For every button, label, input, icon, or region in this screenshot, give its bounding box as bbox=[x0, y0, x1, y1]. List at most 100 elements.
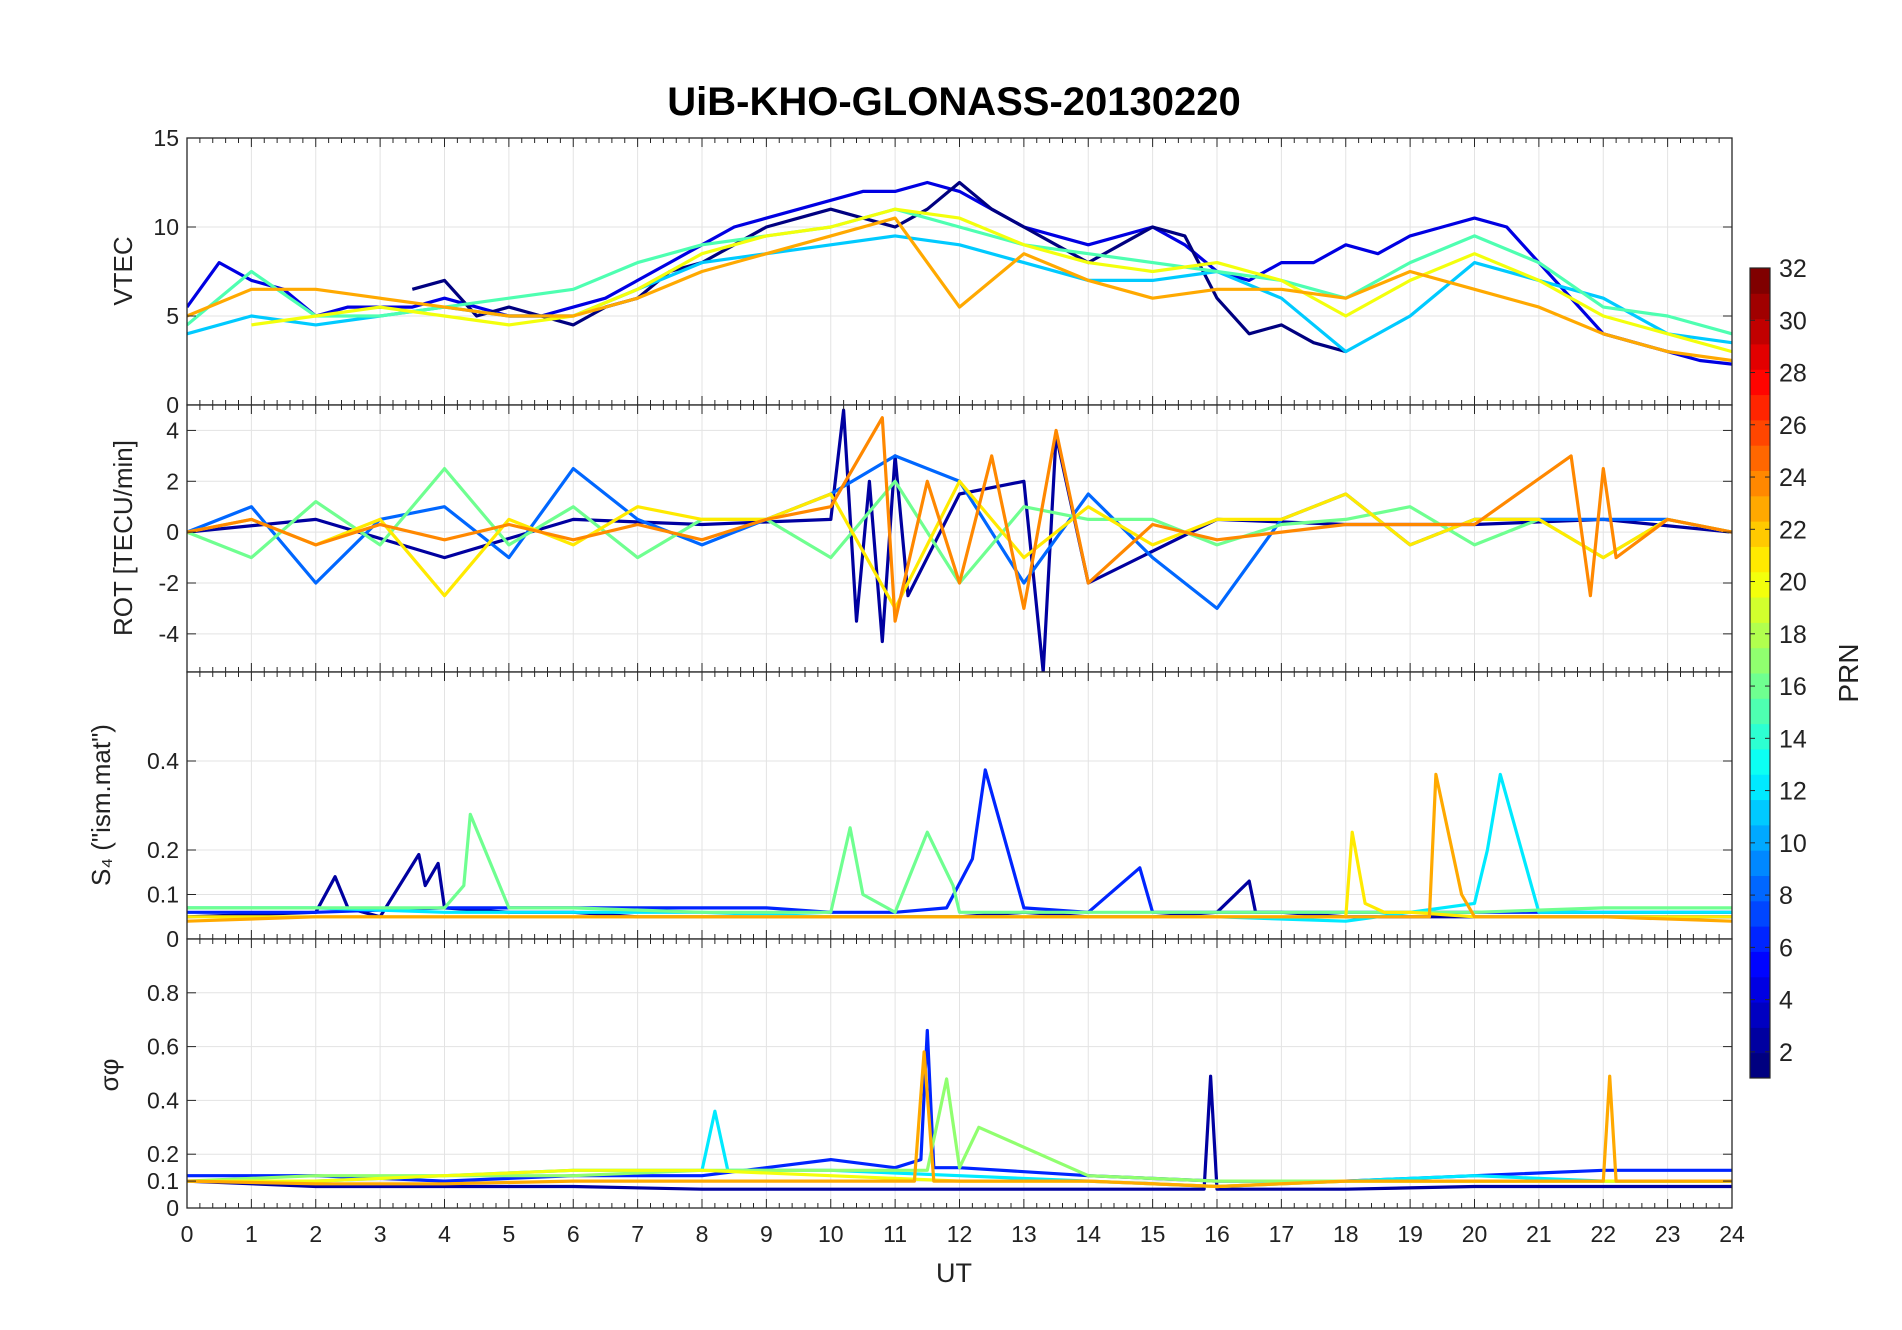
colorbar-swatch bbox=[1750, 1002, 1770, 1028]
colorbar-tick-label: 8 bbox=[1779, 882, 1793, 910]
series-prn-23 bbox=[187, 1050, 1732, 1189]
x-tick-label: 16 bbox=[1204, 1221, 1230, 1247]
series-group bbox=[187, 1028, 1732, 1191]
y-tick-label: 0.1 bbox=[147, 882, 179, 908]
x-tick-label: 3 bbox=[374, 1221, 387, 1247]
colorbar-swatch bbox=[1750, 268, 1770, 294]
colorbar-tick-label: 20 bbox=[1779, 569, 1807, 597]
colorbar-tick-label: 30 bbox=[1779, 307, 1807, 335]
colorbar-tick-label: 22 bbox=[1779, 516, 1807, 544]
panel-3: 0 0.1 0.2 0.4 S₄ ("ism.mat") bbox=[86, 671, 1733, 952]
colorbar-swatch bbox=[1750, 571, 1770, 598]
y-tick-label: -4 bbox=[159, 621, 180, 647]
series-prn-4 bbox=[187, 180, 1732, 366]
x-tick-label: 9 bbox=[760, 1221, 773, 1247]
minor-ticks bbox=[186, 138, 1733, 405]
panel-2: -4 -2 0 2 4 ROT [TECU/min] bbox=[108, 404, 1733, 673]
x-tick-label: 11 bbox=[883, 1221, 907, 1247]
x-tick-label: 13 bbox=[1011, 1221, 1037, 1247]
colorbar-swatch bbox=[1750, 394, 1770, 421]
y-tick-label: 0.2 bbox=[147, 837, 179, 863]
x-axis-label: UT bbox=[936, 1258, 972, 1288]
y-tick-label: 0.4 bbox=[147, 1087, 179, 1113]
series-prn-21 bbox=[187, 479, 1732, 610]
y-tick-label: 0.8 bbox=[147, 980, 179, 1006]
x-tick-label: 23 bbox=[1655, 1221, 1681, 1247]
series-prn-2 bbox=[187, 1074, 1732, 1191]
colorbar-swatch bbox=[1750, 419, 1770, 446]
colorbar-tick-label: 10 bbox=[1779, 830, 1807, 858]
colorbar-swatch bbox=[1750, 850, 1770, 876]
colorbar-swatch bbox=[1750, 926, 1770, 952]
colorbar-tick-label: 4 bbox=[1779, 987, 1793, 1015]
y-axis-label: VTEC bbox=[108, 236, 138, 305]
x-tick-label: 7 bbox=[631, 1221, 644, 1247]
colorbar-tick-label: 14 bbox=[1779, 725, 1807, 753]
minor-ticks bbox=[186, 672, 1733, 939]
colorbar-swatch bbox=[1750, 622, 1770, 649]
colorbar-swatch bbox=[1750, 824, 1770, 851]
y-tick-label: 0.6 bbox=[147, 1034, 179, 1060]
series-prn-23 bbox=[187, 772, 1732, 923]
colorbar-swatch bbox=[1750, 470, 1770, 497]
colorbar-swatch bbox=[1750, 495, 1770, 522]
y-axis-label: σφ bbox=[94, 1059, 124, 1092]
x-tick-label: 18 bbox=[1333, 1221, 1359, 1247]
colorbar-label: PRN bbox=[1833, 643, 1864, 702]
colorbar-tick-label: 26 bbox=[1779, 412, 1807, 440]
colorbar-tick-label: 2 bbox=[1779, 1039, 1793, 1067]
chart-title: UiB-KHO-GLONASS-20130220 bbox=[667, 80, 1241, 124]
colorbar-swatch bbox=[1750, 748, 1770, 775]
colorbar-tick-label: 28 bbox=[1779, 360, 1807, 388]
colorbar-tick-label: 16 bbox=[1779, 673, 1807, 701]
y-axis-label: S₄ ("ism.mat") bbox=[86, 724, 116, 886]
colorbar-swatch bbox=[1750, 799, 1770, 826]
colorbar-swatch bbox=[1750, 521, 1770, 547]
series-prn-24 bbox=[187, 416, 1732, 623]
x-tick-label: 2 bbox=[309, 1221, 322, 1247]
colorbar-swatch bbox=[1750, 976, 1770, 1003]
series-group bbox=[187, 408, 1732, 672]
colorbar-swatch bbox=[1750, 1027, 1770, 1054]
x-tick-label: 24 bbox=[1719, 1221, 1745, 1247]
colorbar-swatch bbox=[1750, 900, 1770, 927]
series-group bbox=[187, 180, 1732, 366]
series-prn-23 bbox=[187, 216, 1732, 363]
x-tick-label: 10 bbox=[818, 1221, 844, 1247]
series-prn-20 bbox=[251, 207, 1732, 354]
colorbar-swatch bbox=[1750, 723, 1770, 750]
colorbar-tick-label: 32 bbox=[1779, 255, 1807, 283]
y-tick-label: 0 bbox=[166, 1195, 179, 1221]
colorbar-swatch bbox=[1750, 445, 1770, 471]
colorbar-tick-label: 24 bbox=[1779, 464, 1807, 492]
y-tick-label: 4 bbox=[166, 417, 179, 443]
colorbar-swatch bbox=[1750, 698, 1770, 725]
colorbar-swatch bbox=[1750, 318, 1770, 345]
panel-1: 0 5 10 15 VTEC bbox=[108, 125, 1733, 418]
colorbar-swatch bbox=[1750, 875, 1770, 902]
y-tick-label: 0 bbox=[166, 926, 179, 952]
y-tick-label: 0.2 bbox=[147, 1141, 179, 1167]
x-tick-label: 0 bbox=[181, 1221, 194, 1247]
y-tick-label: 0.4 bbox=[147, 748, 179, 774]
y-tick-label: 5 bbox=[166, 303, 179, 329]
y-tick-label: -2 bbox=[159, 570, 179, 596]
x-tick-label: 6 bbox=[567, 1221, 580, 1247]
colorbar-swatch bbox=[1750, 597, 1770, 623]
minor-ticks bbox=[186, 939, 1733, 1208]
y-axis-label: ROT [TECU/min] bbox=[108, 440, 138, 636]
colorbar-swatch bbox=[1750, 343, 1770, 370]
x-tick-label: 20 bbox=[1462, 1221, 1488, 1247]
colorbar-tick-label: 18 bbox=[1779, 621, 1807, 649]
colorbar-swatch bbox=[1750, 774, 1770, 801]
x-tick-label: 8 bbox=[696, 1221, 709, 1247]
colorbar-swatch bbox=[1750, 647, 1770, 674]
x-tick-label: 12 bbox=[947, 1221, 973, 1247]
x-tick-label: 19 bbox=[1397, 1221, 1423, 1247]
y-tick-label: 0.1 bbox=[147, 1168, 179, 1194]
colorbar-tick-label: 6 bbox=[1779, 934, 1793, 962]
